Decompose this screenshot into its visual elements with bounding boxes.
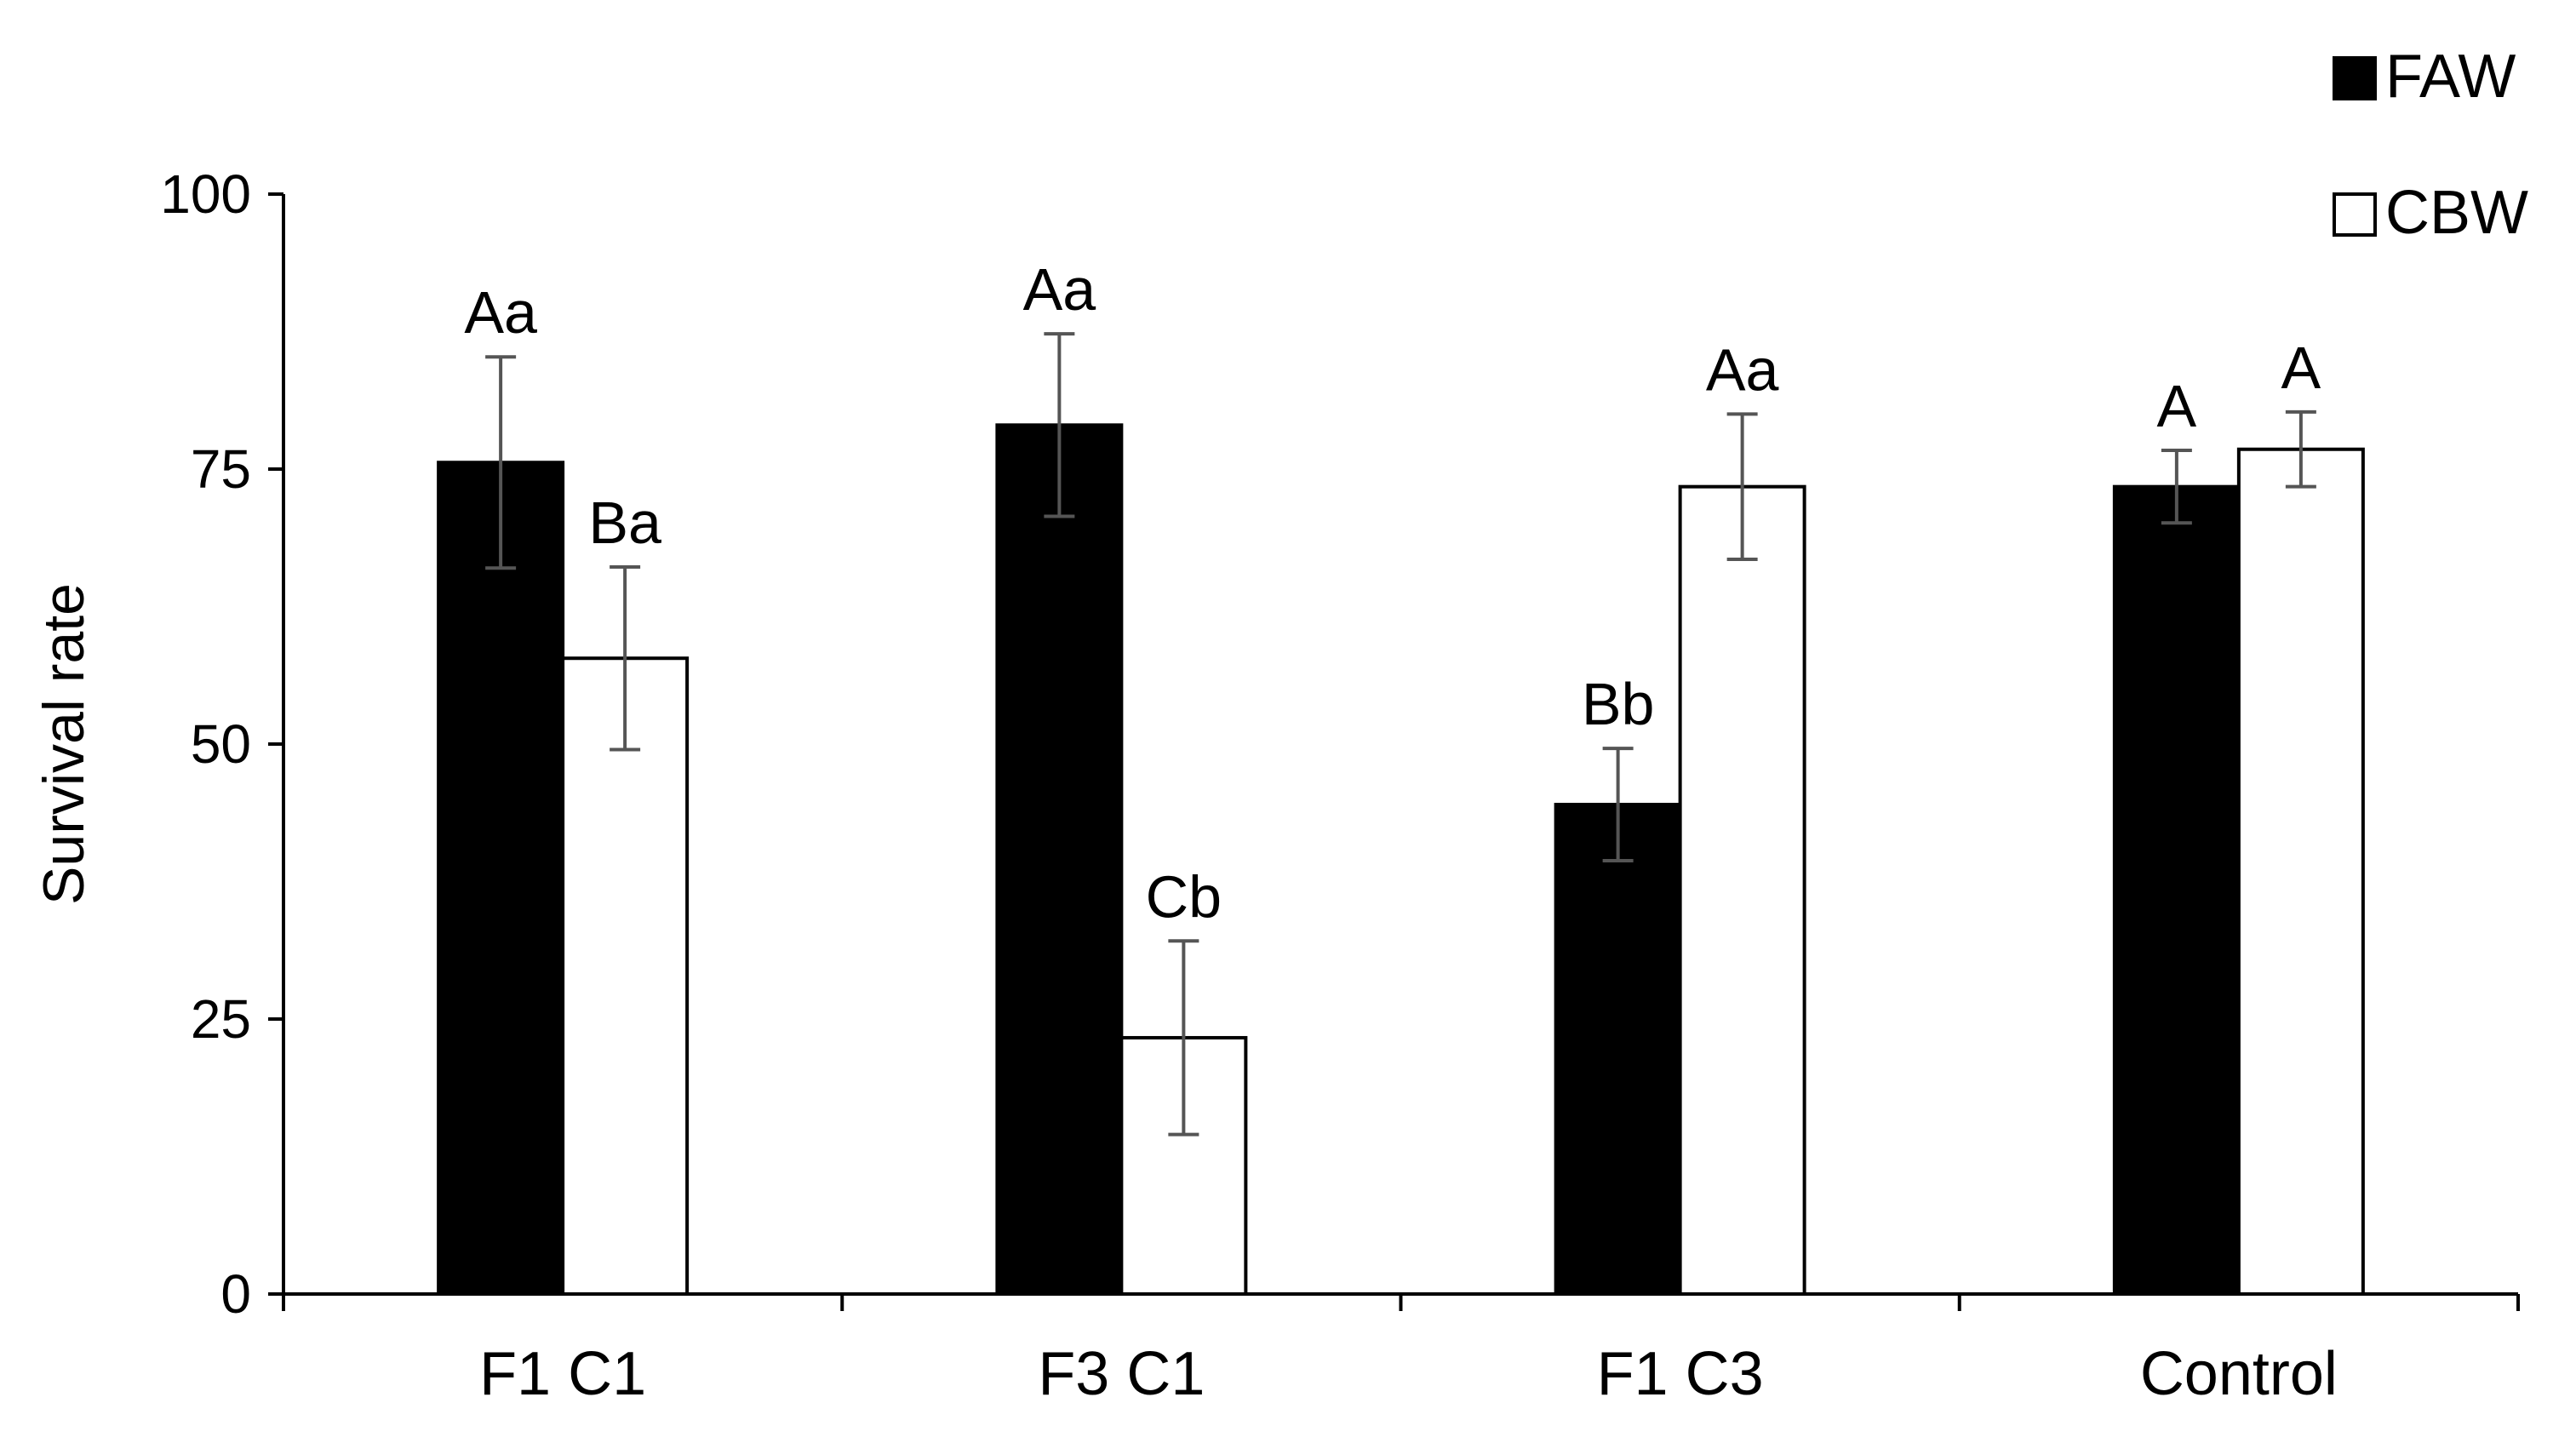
y-axis-title: Survival rate (31, 583, 96, 905)
y-tick-label: 50 (191, 713, 251, 775)
legend-swatch-cbw (2333, 192, 2377, 237)
bar-faw (1554, 803, 1682, 1296)
bar-faw (437, 461, 565, 1296)
significance-label: A (2157, 373, 2197, 439)
significance-label: Bb (1582, 671, 1655, 737)
labels: 0 25 50 75 100 Aa Aa Bb A Ba Cb Aa A F1 C1 F3 C1 F1 C3 C… (31, 163, 2338, 1408)
y-tick-label: 75 (191, 438, 251, 500)
x-category-label: F1 C1 (479, 1340, 646, 1408)
legend-swatch-faw (2333, 56, 2377, 100)
legend: FAW CBW (2333, 43, 2528, 247)
bar-cbw (561, 656, 690, 1296)
axes (268, 192, 2520, 1311)
y-tick-label: 100 (160, 163, 251, 225)
significance-label: A (2281, 335, 2321, 401)
bar-cbw (2236, 447, 2365, 1296)
y-tick-label: 0 (220, 1263, 251, 1325)
significance-label: Ba (588, 490, 661, 556)
x-category-label: F3 C1 (1038, 1340, 1205, 1408)
x-category-label: F1 C3 (1597, 1340, 1764, 1408)
legend-label-cbw: CBW (2385, 179, 2528, 247)
bars (437, 332, 2365, 1296)
legend-label-faw: FAW (2385, 43, 2516, 111)
y-tick-label: 25 (191, 988, 251, 1050)
bar-cbw (1678, 484, 1806, 1296)
significance-label: Cb (1146, 863, 1222, 930)
x-category-label: Control (2140, 1340, 2338, 1408)
bar-faw (2112, 484, 2241, 1296)
bar-faw (995, 423, 1124, 1296)
significance-label: Aa (464, 279, 537, 346)
significance-label: Aa (1023, 256, 1096, 323)
significance-label: Aa (1706, 336, 1779, 403)
